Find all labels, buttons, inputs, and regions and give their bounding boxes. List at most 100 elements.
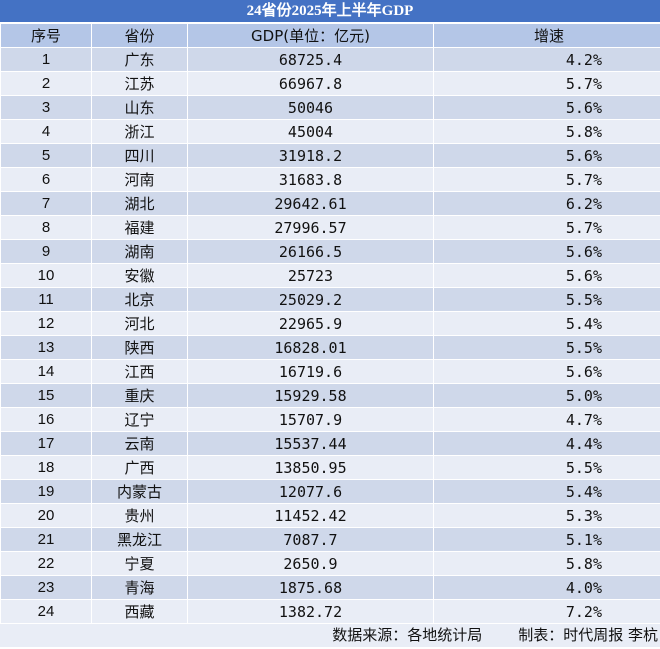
table-row: 12 河北 22965.9 5.4% xyxy=(0,311,660,336)
cell-growth: 5.0% xyxy=(433,383,660,408)
cell-rank: 16 xyxy=(0,407,92,432)
cell-growth: 4.4% xyxy=(433,431,660,456)
cell-province: 江苏 xyxy=(91,71,188,96)
cell-rank: 22 xyxy=(0,551,92,576)
cell-province: 青海 xyxy=(91,575,188,600)
cell-province: 陕西 xyxy=(91,335,188,360)
table-row: 8 福建 27996.57 5.7% xyxy=(0,215,660,240)
table-row: 3 山东 50046 5.6% xyxy=(0,95,660,120)
cell-growth: 5.3% xyxy=(433,503,660,528)
cell-growth: 5.6% xyxy=(433,359,660,384)
cell-growth: 5.4% xyxy=(433,311,660,336)
cell-province: 宁夏 xyxy=(91,551,188,576)
cell-growth: 5.1% xyxy=(433,527,660,552)
table-row: 11 北京 25029.2 5.5% xyxy=(0,287,660,312)
cell-rank: 8 xyxy=(0,215,92,240)
table-row: 2 江苏 66967.8 5.7% xyxy=(0,71,660,96)
cell-rank: 7 xyxy=(0,191,92,216)
cell-rank: 3 xyxy=(0,95,92,120)
cell-province: 河南 xyxy=(91,167,188,192)
cell-growth: 5.6% xyxy=(433,263,660,288)
cell-growth: 5.6% xyxy=(433,95,660,120)
cell-gdp: 12077.6 xyxy=(187,479,434,504)
cell-province: 西藏 xyxy=(91,599,188,624)
cell-rank: 15 xyxy=(0,383,92,408)
cell-province: 湖北 xyxy=(91,191,188,216)
table-row: 23 青海 1875.68 4.0% xyxy=(0,575,660,600)
table-row: 1 广东 68725.4 4.2% xyxy=(0,47,660,72)
cell-province: 广西 xyxy=(91,455,188,480)
header-province: 省份 xyxy=(91,23,188,48)
table-row: 20 贵州 11452.42 5.3% xyxy=(0,503,660,528)
cell-growth: 5.5% xyxy=(433,287,660,312)
cell-growth: 5.6% xyxy=(433,239,660,264)
cell-province: 广东 xyxy=(91,47,188,72)
table-row: 19 内蒙古 12077.6 5.4% xyxy=(0,479,660,504)
cell-gdp: 26166.5 xyxy=(187,239,434,264)
cell-province: 北京 xyxy=(91,287,188,312)
cell-rank: 11 xyxy=(0,287,92,312)
table-footer: 数据来源：各地统计局 制表：时代周报 李杭 xyxy=(0,624,660,647)
cell-rank: 23 xyxy=(0,575,92,600)
cell-gdp: 1875.68 xyxy=(187,575,434,600)
table-row: 4 浙江 45004 5.8% xyxy=(0,119,660,144)
cell-province: 云南 xyxy=(91,431,188,456)
cell-rank: 14 xyxy=(0,359,92,384)
cell-province: 黑龙江 xyxy=(91,527,188,552)
cell-rank: 12 xyxy=(0,311,92,336)
cell-gdp: 2650.9 xyxy=(187,551,434,576)
table-row: 14 江西 16719.6 5.6% xyxy=(0,359,660,384)
cell-gdp: 66967.8 xyxy=(187,71,434,96)
table-title: 24省份2025年上半年GDP xyxy=(0,0,660,23)
cell-rank: 17 xyxy=(0,431,92,456)
cell-gdp: 11452.42 xyxy=(187,503,434,528)
cell-province: 四川 xyxy=(91,143,188,168)
cell-growth: 5.8% xyxy=(433,119,660,144)
cell-rank: 1 xyxy=(0,47,92,72)
cell-gdp: 15707.9 xyxy=(187,407,434,432)
table-row: 16 辽宁 15707.9 4.7% xyxy=(0,407,660,432)
cell-rank: 19 xyxy=(0,479,92,504)
cell-growth: 5.5% xyxy=(433,455,660,480)
cell-province: 重庆 xyxy=(91,383,188,408)
cell-rank: 9 xyxy=(0,239,92,264)
cell-province: 山东 xyxy=(91,95,188,120)
table-body: 1 广东 68725.4 4.2% 2 江苏 66967.8 5.7% 3 山东 50046 5.6%… xyxy=(0,47,660,624)
cell-gdp: 68725.4 xyxy=(187,47,434,72)
gdp-table: 序号 省份 GDP(单位：亿元) 增速 1 广东 68725.4 4.2% 2 江苏 669… xyxy=(0,23,660,624)
cell-rank: 13 xyxy=(0,335,92,360)
cell-province: 贵州 xyxy=(91,503,188,528)
cell-rank: 18 xyxy=(0,455,92,480)
header-gdp: GDP(单位：亿元) xyxy=(187,23,434,48)
cell-growth: 4.0% xyxy=(433,575,660,600)
cell-province: 内蒙古 xyxy=(91,479,188,504)
table-row: 18 广西 13850.95 5.5% xyxy=(0,455,660,480)
cell-rank: 21 xyxy=(0,527,92,552)
header-row: 序号 省份 GDP(单位：亿元) 增速 xyxy=(0,23,660,48)
cell-growth: 5.4% xyxy=(433,479,660,504)
cell-province: 江西 xyxy=(91,359,188,384)
cell-province: 福建 xyxy=(91,215,188,240)
table-row: 10 安徽 25723 5.6% xyxy=(0,263,660,288)
cell-gdp: 45004 xyxy=(187,119,434,144)
cell-gdp: 29642.61 xyxy=(187,191,434,216)
cell-growth: 5.7% xyxy=(433,167,660,192)
table-row: 7 湖北 29642.61 6.2% xyxy=(0,191,660,216)
cell-province: 浙江 xyxy=(91,119,188,144)
source-note: 数据来源：各地统计局 xyxy=(332,626,483,644)
cell-gdp: 25029.2 xyxy=(187,287,434,312)
cell-province: 湖南 xyxy=(91,239,188,264)
cell-province: 河北 xyxy=(91,311,188,336)
cell-rank: 10 xyxy=(0,263,92,288)
cell-growth: 5.8% xyxy=(433,551,660,576)
cell-growth: 7.2% xyxy=(433,599,660,624)
cell-growth: 5.7% xyxy=(433,215,660,240)
cell-gdp: 25723 xyxy=(187,263,434,288)
cell-growth: 6.2% xyxy=(433,191,660,216)
table-row: 21 黑龙江 7087.7 5.1% xyxy=(0,527,660,552)
cell-growth: 5.7% xyxy=(433,71,660,96)
table-row: 13 陕西 16828.01 5.5% xyxy=(0,335,660,360)
cell-rank: 4 xyxy=(0,119,92,144)
cell-gdp: 16828.01 xyxy=(187,335,434,360)
